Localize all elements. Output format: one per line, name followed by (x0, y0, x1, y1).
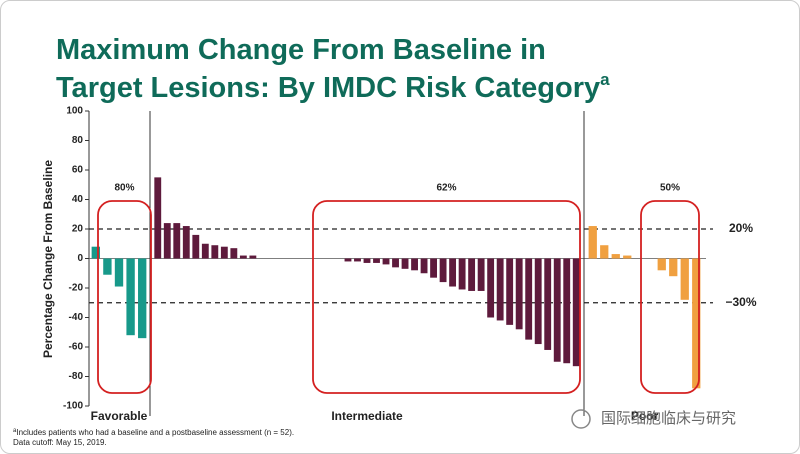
bar (534, 258, 542, 345)
bar (515, 258, 523, 330)
bar (611, 254, 620, 259)
reference-label: −30% (725, 295, 756, 309)
title-text: Target Lesions: By IMDC Risk Category (56, 72, 600, 104)
y-tick-label: 100 (66, 106, 83, 117)
bar (506, 258, 514, 325)
bar (553, 258, 561, 362)
y-tick-label: -60 (69, 342, 84, 353)
bar (572, 258, 580, 367)
bar (468, 258, 476, 291)
highlight-box (312, 200, 581, 394)
bar (373, 258, 380, 263)
group-label: Poor (631, 409, 659, 423)
watermark-icon (571, 409, 591, 429)
bar (201, 243, 209, 259)
bar (680, 258, 689, 300)
bar (600, 245, 609, 259)
bar (249, 255, 257, 259)
y-tick-label: 0 (77, 253, 83, 264)
bar (173, 223, 181, 259)
bar (411, 258, 418, 271)
bar (103, 258, 112, 275)
bar (487, 258, 495, 318)
bar (138, 258, 147, 339)
bar (382, 258, 390, 265)
footnote: aIncludes patients who had a baseline an… (13, 428, 294, 438)
bar (477, 258, 485, 291)
bar (430, 258, 438, 278)
bar (230, 248, 238, 259)
bar (669, 258, 678, 277)
response-rate: 62% (436, 183, 456, 194)
group-label: Favorable (91, 409, 148, 423)
reference-label: 20% (729, 221, 753, 235)
bar (182, 226, 190, 259)
bar (623, 255, 632, 259)
bar (525, 258, 533, 340)
y-tick-label: -80 (69, 371, 84, 382)
bar (420, 258, 428, 274)
footnote-text: Includes patients who had a baseline and… (16, 428, 294, 437)
bar (449, 258, 457, 287)
title-line: Target Lesions: By IMDC Risk Categorya (56, 70, 610, 104)
watermark: 国际细胞临床与研究 (601, 410, 736, 427)
bar (439, 258, 447, 283)
data-cutoff: Data cutoff: May 15, 2019. (13, 438, 107, 447)
bar (211, 245, 219, 259)
bar (354, 258, 361, 262)
bar (544, 258, 552, 350)
y-tick-label: -100 (63, 401, 83, 412)
y-tick-label: -20 (69, 283, 84, 294)
response-rate: 80% (114, 183, 134, 194)
y-tick-label: 40 (72, 194, 84, 205)
y-tick-label: 20 (72, 224, 84, 235)
bar (126, 258, 135, 336)
highlight-box (97, 200, 152, 394)
bar (588, 226, 597, 259)
bar (91, 246, 100, 259)
bar (657, 258, 666, 271)
y-tick-label: 60 (72, 165, 84, 176)
bar (239, 255, 247, 259)
highlight-box (640, 200, 700, 394)
bar (563, 258, 571, 364)
bar (220, 246, 228, 259)
bar (458, 258, 466, 290)
bar (692, 258, 701, 389)
bar (192, 234, 200, 259)
bar (363, 258, 371, 263)
y-axis-label: Percentage Change From Baseline (41, 160, 55, 358)
y-tick-label: -40 (69, 312, 84, 323)
bar (392, 258, 399, 268)
bar (344, 258, 352, 262)
bar (496, 258, 504, 321)
bar (163, 223, 171, 259)
response-rate: 50% (660, 183, 680, 194)
title-line: Maximum Change From Baseline in (56, 34, 546, 66)
bar (154, 177, 162, 259)
title-marker: a (600, 70, 610, 89)
footnote-marker: a (13, 428, 17, 434)
bar (401, 258, 409, 269)
group-label: Intermediate (331, 409, 403, 423)
y-tick-label: 80 (72, 135, 84, 146)
bar (114, 258, 124, 287)
